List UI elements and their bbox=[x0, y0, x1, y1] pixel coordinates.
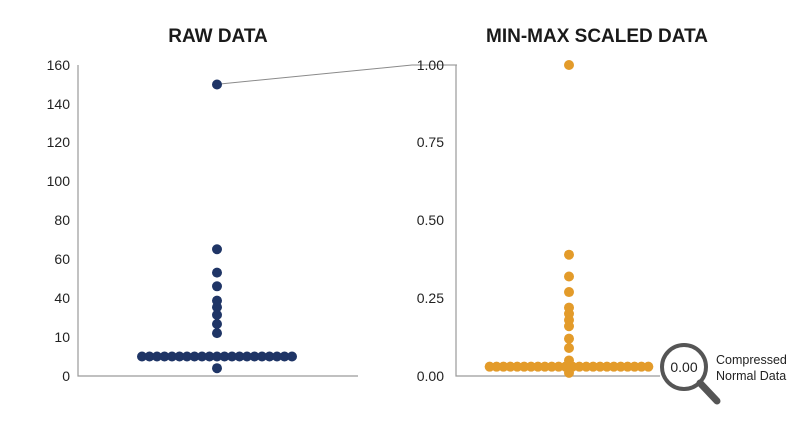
raw-y-tick-label: 140 bbox=[47, 96, 71, 112]
raw-points bbox=[137, 79, 297, 374]
scaled-cluster-point bbox=[629, 361, 640, 372]
raw-vertical-point bbox=[212, 309, 222, 320]
raw-cluster-point bbox=[287, 351, 297, 362]
scaled-cluster-point bbox=[505, 361, 516, 372]
compressed-data-callout: 0.00 Compressed Normal Data bbox=[660, 343, 787, 405]
callout-label-line1: Compressed bbox=[716, 353, 787, 367]
raw-cluster-point bbox=[167, 351, 177, 362]
raw-cluster-point bbox=[174, 351, 185, 362]
scaled-cluster-point bbox=[512, 361, 523, 372]
raw-cluster-point bbox=[219, 351, 230, 362]
scaled-vertical-point bbox=[564, 271, 574, 282]
scaled-cluster-point bbox=[608, 361, 619, 372]
raw-data-chart: RAW DATA 0 10 40 60 80 100 120 140 160 bbox=[47, 26, 358, 384]
raw-cluster-point bbox=[279, 351, 290, 362]
scaled-vertical-point bbox=[564, 367, 574, 378]
scaled-cluster-point bbox=[574, 361, 585, 372]
scaled-vertical-point bbox=[564, 355, 574, 366]
scaled-cluster-point bbox=[553, 361, 564, 372]
scaled-cluster-point bbox=[636, 361, 647, 372]
raw-y-tick-label: 0 bbox=[62, 368, 70, 384]
scaled-cluster-point bbox=[622, 361, 633, 372]
raw-cluster-point bbox=[204, 351, 215, 362]
raw-vertical-point bbox=[212, 295, 222, 306]
raw-y-tick-label: 100 bbox=[47, 173, 71, 189]
scaled-chart-title: MIN-MAX SCALED DATA bbox=[486, 26, 708, 47]
raw-cluster-point bbox=[212, 351, 222, 362]
scaled-cluster-point bbox=[484, 361, 495, 372]
magnifier-value: 0.00 bbox=[670, 359, 697, 375]
scaled-cluster-point bbox=[588, 361, 599, 372]
scaled-cluster-point bbox=[539, 361, 550, 372]
raw-cluster-point bbox=[182, 351, 192, 362]
scaled-vertical-point bbox=[564, 249, 574, 260]
raw-chart-title: RAW DATA bbox=[168, 26, 268, 47]
raw-cluster-point bbox=[272, 351, 282, 362]
raw-cluster-point bbox=[242, 351, 252, 362]
raw-cluster-point bbox=[152, 351, 162, 362]
scaled-cluster-point bbox=[546, 361, 557, 372]
magnifier-icon bbox=[660, 343, 708, 391]
scaled-cluster-point bbox=[526, 361, 537, 372]
scaled-y-ticks: 0.00 0.25 0.50 0.75 1.00 bbox=[417, 57, 444, 384]
raw-cluster-point bbox=[264, 351, 275, 362]
scaled-y-tick-label: 0.25 bbox=[417, 290, 444, 306]
raw-cluster-point bbox=[159, 351, 170, 362]
scaled-points bbox=[484, 60, 654, 378]
scaled-vertical-point bbox=[564, 333, 574, 344]
raw-y-tick-label: 60 bbox=[54, 251, 70, 267]
raw-cluster-point bbox=[144, 351, 155, 362]
callout-label-line2: Normal Data bbox=[716, 369, 786, 383]
scaled-cluster-point bbox=[615, 361, 626, 372]
raw-vertical-point bbox=[212, 267, 222, 278]
raw-axis-lines bbox=[77, 65, 358, 377]
scaled-y-tick-label: 0.75 bbox=[417, 134, 444, 150]
scaled-cluster-point bbox=[595, 361, 606, 372]
scaled-vertical-point bbox=[564, 287, 574, 298]
scaled-vertical-point bbox=[564, 343, 574, 354]
raw-vertical-point bbox=[212, 328, 222, 339]
raw-y-ticks: 0 10 40 60 80 100 120 140 160 bbox=[47, 57, 71, 384]
raw-cluster-point bbox=[189, 351, 200, 362]
scaled-cluster-point bbox=[532, 361, 543, 372]
magnifier-handle-icon bbox=[696, 379, 721, 405]
raw-y-tick-label: 120 bbox=[47, 134, 71, 150]
raw-cluster-point bbox=[197, 351, 207, 362]
scaled-data-chart: MIN-MAX SCALED DATA 0.00 0.25 0.50 0.75 … bbox=[417, 26, 709, 384]
raw-y-tick-label: 80 bbox=[54, 212, 70, 228]
scaled-cluster-point bbox=[601, 361, 612, 372]
scaled-cluster-point bbox=[491, 361, 502, 372]
raw-y-tick-label: 40 bbox=[54, 290, 70, 306]
scaled-cluster-point bbox=[581, 361, 592, 372]
raw-y-tick-label: 160 bbox=[47, 57, 71, 73]
scaled-cluster-point bbox=[643, 361, 654, 372]
scaled-cluster-point bbox=[519, 361, 530, 372]
raw-cluster-point bbox=[257, 351, 267, 362]
raw-y-tick-label: 10 bbox=[54, 329, 70, 345]
raw-cluster-point bbox=[249, 351, 260, 362]
raw-cluster-point bbox=[227, 351, 237, 362]
scaled-y-tick-label: 0.00 bbox=[417, 368, 444, 384]
scaled-axis-lines bbox=[455, 65, 660, 377]
raw-cluster-point bbox=[137, 351, 147, 362]
raw-vertical-point bbox=[212, 363, 222, 374]
scaled-outlier-point bbox=[564, 60, 574, 70]
scaled-y-tick-label: 0.50 bbox=[417, 212, 444, 228]
scaled-cluster-point bbox=[498, 361, 509, 372]
raw-vertical-point bbox=[212, 281, 222, 292]
outlier-connector-line bbox=[219, 64, 457, 85]
scaled-y-tick-label: 1.00 bbox=[417, 57, 444, 73]
scaled-vertical-point bbox=[564, 302, 574, 313]
raw-vertical-point bbox=[212, 244, 222, 255]
raw-outlier-point bbox=[212, 79, 222, 90]
raw-cluster-point bbox=[234, 351, 245, 362]
raw-vertical-point bbox=[212, 319, 222, 329]
